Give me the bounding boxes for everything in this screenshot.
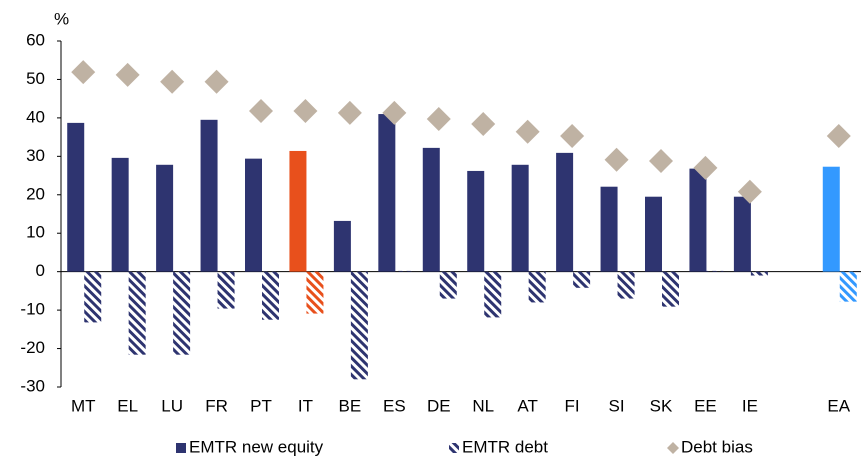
bar: [378, 114, 396, 272]
bar: [645, 196, 662, 272]
bar: [156, 164, 174, 272]
bar: [839, 271, 857, 302]
diamond-marker: [693, 155, 718, 180]
y-tick-label: 30: [26, 146, 45, 165]
legend-marker: [176, 443, 186, 453]
bar: [467, 170, 485, 272]
diamond-marker: [204, 69, 229, 94]
x-tick-label: AT: [517, 396, 537, 415]
x-tick-label: NL: [472, 396, 494, 415]
y-tick-label: 60: [26, 30, 45, 49]
bar: [245, 158, 262, 272]
bar: [573, 271, 591, 288]
diamond-marker: [604, 147, 629, 172]
bar: [511, 164, 529, 272]
x-tick-label: IT: [298, 396, 313, 415]
bar: [689, 168, 707, 272]
y-tick-label: 50: [26, 69, 45, 88]
y-tick-label: -10: [20, 300, 45, 319]
bar: [128, 271, 146, 355]
legend-label: Debt bias: [681, 437, 753, 456]
diamond-marker: [826, 123, 851, 148]
bar: [439, 271, 457, 299]
x-tick-label: FI: [565, 396, 580, 415]
bar: [84, 271, 102, 323]
bar: [528, 271, 546, 303]
bar: [173, 271, 191, 355]
x-tick-label: ES: [383, 396, 406, 415]
diamond-marker: [71, 60, 96, 85]
bar: [617, 271, 635, 299]
diamond-marker: [515, 119, 540, 144]
bar: [422, 147, 440, 272]
y-tick-label: -30: [20, 376, 45, 395]
diamond-marker: [249, 98, 273, 123]
bar: [484, 271, 502, 318]
y-tick-label: 10: [26, 223, 45, 242]
x-tick-label: EL: [117, 396, 138, 415]
diamond-marker: [115, 62, 140, 87]
diamond-marker: [426, 107, 451, 132]
x-tick-label: MT: [71, 396, 96, 415]
x-tick-label: SI: [609, 396, 625, 415]
bar: [556, 152, 574, 272]
diamond-marker: [382, 100, 407, 125]
legend-marker: [667, 442, 679, 454]
y-tick-label: 0: [36, 261, 45, 280]
diamond-marker: [293, 98, 318, 123]
y-tick-label: -20: [20, 338, 45, 357]
bar: [662, 271, 679, 307]
diamond-marker: [160, 69, 185, 94]
y-tick-label: 40: [26, 107, 45, 126]
bar: [262, 271, 279, 320]
bar: [706, 270, 724, 272]
legend-label: EMTR debt: [462, 437, 548, 456]
diamond-marker: [471, 112, 496, 137]
diamond-marker: [337, 100, 362, 125]
x-tick-label: SK: [650, 396, 673, 415]
bar: [289, 150, 307, 272]
y-axis-label: %: [54, 9, 69, 28]
bar: [333, 220, 351, 272]
bar: [395, 270, 413, 272]
legend-marker: [449, 443, 459, 453]
diamond-marker: [560, 123, 585, 148]
x-tick-label: FR: [205, 396, 228, 415]
x-tick-label: IE: [742, 396, 758, 415]
bar: [200, 119, 218, 272]
bar: [217, 271, 235, 309]
diamond-marker: [649, 148, 673, 173]
bar: [600, 186, 618, 272]
bar: [350, 271, 368, 380]
x-tick-label: EA: [827, 396, 850, 415]
bar: [67, 122, 85, 272]
bar: [750, 271, 768, 276]
bar: [822, 166, 840, 272]
legend-label: EMTR new equity: [189, 437, 324, 456]
bar: [733, 196, 751, 272]
bar: [111, 157, 129, 272]
bar: [306, 271, 324, 314]
x-tick-label: LU: [161, 396, 183, 415]
x-tick-label: BE: [339, 396, 362, 415]
diamond-marker: [737, 179, 762, 204]
y-tick-label: 20: [26, 184, 45, 203]
x-tick-label: DE: [427, 396, 451, 415]
x-tick-label: EE: [694, 396, 717, 415]
x-tick-label: PT: [250, 396, 272, 415]
